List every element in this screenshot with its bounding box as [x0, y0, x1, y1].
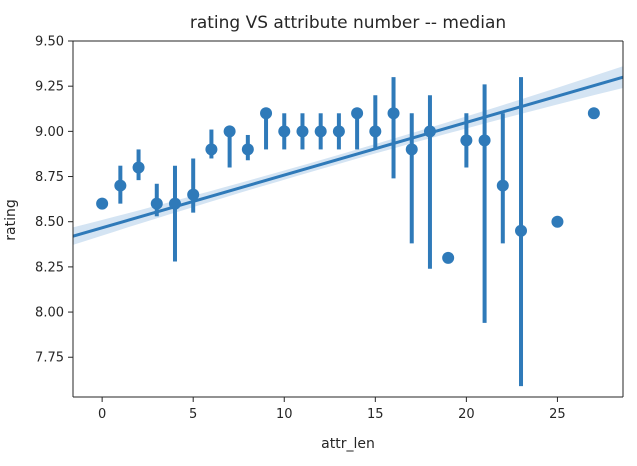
regression-line [73, 75, 623, 238]
data-point [460, 134, 473, 147]
y-tick-label: 8.75 [35, 170, 64, 185]
y-tick-label: 9.00 [35, 125, 64, 140]
data-point [114, 179, 127, 192]
y-axis-label: rating [3, 199, 19, 240]
data-point [132, 161, 145, 174]
data-point [551, 215, 564, 228]
y-tick-label: 8.50 [35, 215, 64, 230]
plot-area: 0 5 10 15 20 25 7.75 8.00 8.25 8.50 8.75 9.00 9.25 9.… [35, 35, 624, 422]
data-point [205, 143, 218, 156]
data-point [187, 188, 200, 201]
data-point [150, 197, 163, 210]
data-point [515, 224, 528, 237]
y-tick-label: 9.50 [35, 35, 64, 50]
data-point [260, 107, 273, 120]
data-point [332, 125, 345, 138]
data-point [587, 107, 600, 120]
chart-title: rating VS attribute number -- median [190, 13, 506, 33]
data-point [369, 125, 382, 138]
data-point [278, 125, 291, 138]
y-tick-label: 8.00 [35, 306, 64, 321]
data-point [168, 197, 181, 210]
y-tick-label: 7.75 [35, 351, 64, 366]
x-tick-label: 0 [98, 407, 106, 422]
data-point [387, 107, 400, 120]
x-tick-label: 10 [276, 407, 293, 422]
x-tick-label: 25 [549, 407, 566, 422]
x-tick-label: 15 [367, 407, 384, 422]
data-point [241, 143, 254, 156]
data-point [442, 251, 455, 264]
data-point [405, 143, 418, 156]
data-point [223, 125, 236, 138]
plot-content [73, 66, 623, 387]
data-point [314, 125, 327, 138]
data-point [96, 197, 109, 210]
y-tick-label: 9.25 [35, 80, 64, 95]
x-axis-label: attr_len [321, 436, 375, 452]
data-point [423, 125, 436, 138]
axes-frame: 0 5 10 15 20 25 7.75 8.00 8.25 8.50 8.75 9.00 9.25 9.… [35, 35, 624, 422]
y-tick-label: 8.25 [35, 260, 64, 275]
data-point [496, 179, 509, 192]
x-tick-label: 20 [458, 407, 475, 422]
data-point [296, 125, 309, 138]
data-point [351, 107, 364, 120]
x-tick-label: 5 [189, 407, 197, 422]
data-point [478, 134, 491, 147]
